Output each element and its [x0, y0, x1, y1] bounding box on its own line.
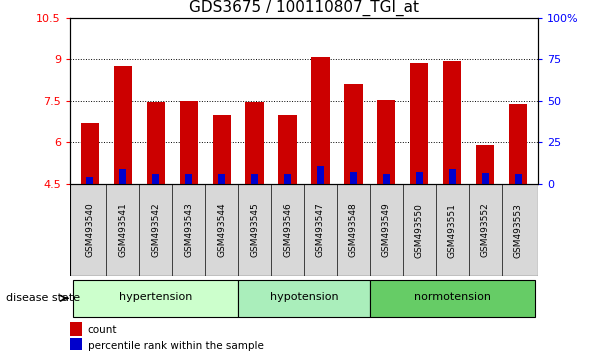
Text: GSM493550: GSM493550 [415, 202, 424, 258]
Text: GSM493544: GSM493544 [217, 203, 226, 257]
Bar [416, 172, 423, 184]
Text: disease state: disease state [6, 293, 80, 303]
Text: GSM493546: GSM493546 [283, 203, 292, 257]
Bar [81, 123, 98, 184]
Bar [147, 102, 165, 184]
Bar [119, 169, 126, 184]
Bar [410, 63, 429, 184]
Bar [246, 102, 264, 184]
Bar [70, 322, 81, 336]
Text: GSM493553: GSM493553 [514, 202, 523, 258]
Bar [152, 175, 159, 184]
Bar [476, 145, 494, 184]
Bar [311, 57, 330, 184]
Text: GSM493548: GSM493548 [349, 203, 358, 257]
Bar [278, 115, 297, 184]
Text: GSM493542: GSM493542 [151, 203, 160, 257]
Bar [482, 173, 489, 184]
Text: GSM493549: GSM493549 [382, 203, 391, 257]
Text: GSM493545: GSM493545 [250, 203, 259, 257]
Text: GSM493547: GSM493547 [316, 203, 325, 257]
Bar [114, 66, 132, 184]
Bar [344, 84, 362, 184]
Text: GSM493543: GSM493543 [184, 203, 193, 257]
Bar [510, 104, 527, 184]
Bar [449, 169, 456, 184]
Text: GSM493552: GSM493552 [481, 203, 490, 257]
Bar [317, 166, 324, 184]
Text: hypertension: hypertension [119, 292, 192, 302]
Bar [378, 99, 395, 184]
Text: normotension: normotension [414, 292, 491, 302]
Text: count: count [88, 325, 117, 335]
Bar [284, 175, 291, 184]
Bar [238, 280, 370, 316]
Text: GSM493540: GSM493540 [85, 203, 94, 257]
Title: GDS3675 / 100110807_TGI_at: GDS3675 / 100110807_TGI_at [189, 0, 419, 16]
Text: hypotension: hypotension [270, 292, 338, 302]
Bar [185, 175, 192, 184]
Bar [370, 280, 535, 316]
Text: percentile rank within the sample: percentile rank within the sample [88, 341, 264, 351]
Bar [70, 338, 81, 352]
Bar [218, 175, 225, 184]
Bar [443, 61, 461, 184]
Bar [251, 175, 258, 184]
Bar [515, 175, 522, 184]
Bar [179, 101, 198, 184]
Text: GSM493541: GSM493541 [118, 203, 127, 257]
Bar [213, 115, 230, 184]
Bar [86, 177, 93, 184]
Text: GSM493551: GSM493551 [448, 202, 457, 258]
Bar [383, 175, 390, 184]
Bar [73, 280, 238, 316]
Bar [350, 172, 357, 184]
